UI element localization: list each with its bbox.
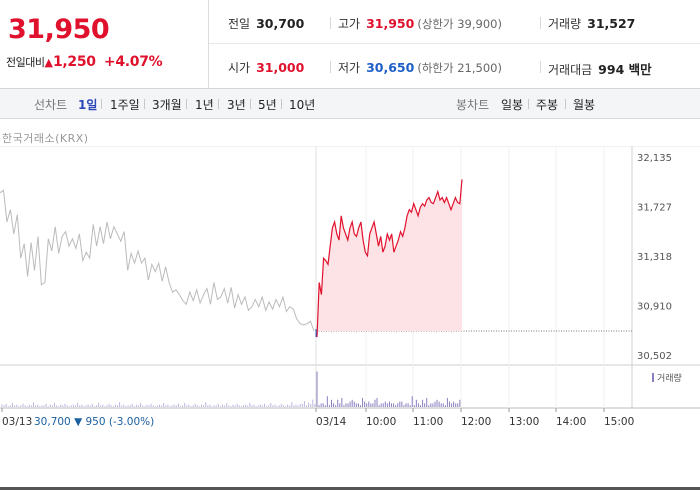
high-label: 고가: [338, 17, 361, 31]
period-10y[interactable]: 10년: [289, 98, 316, 112]
volume: 거래량 31,527: [548, 15, 635, 32]
prev-close-value: 30,700: [256, 16, 305, 31]
header-divider: [208, 0, 209, 88]
lower-limit: (하한가 21,500): [417, 61, 502, 75]
x-tick-label: 15:00: [604, 416, 634, 428]
low-label: 저가: [338, 61, 361, 75]
candle-monthly[interactable]: 월봉: [573, 98, 596, 112]
intraday-chart: 거래량 32,135 31,727 31,318 30,910 30,502 03/13 0…: [0, 146, 700, 428]
period-3y[interactable]: 3년: [227, 98, 246, 112]
change-value: 1,250: [52, 54, 96, 70]
y-tick-label: 30,910: [637, 302, 672, 313]
trade-value: 거래대금 994 백만: [548, 59, 652, 78]
current-price: 31,950: [8, 14, 110, 45]
volume-value: 31,527: [587, 16, 636, 31]
line-chart-label: 선차트: [34, 98, 68, 112]
exchange-label: 한국거래소(KRX): [2, 132, 89, 145]
x-tick-label: 11:00: [413, 416, 443, 428]
change-percent: +4.07%: [103, 54, 163, 70]
candle-weekly[interactable]: 주봉: [536, 98, 559, 112]
x-tick-label: 13:00: [509, 416, 539, 428]
chart-toolbar: 선차트 1일 1주일 3개월 1년 3년 5년 10년 봉차트 일봉 주봉 월봉: [0, 89, 700, 119]
open-value: 31,000: [256, 60, 305, 75]
day-low: 저가 30,650 (하한가 21,500): [338, 59, 502, 76]
volume-area: 거래량: [1, 371, 682, 407]
prev-day-line: [0, 189, 315, 332]
y-tick-label: 31,318: [637, 252, 672, 263]
x-tick-label: 12:00: [461, 416, 491, 428]
period-5y[interactable]: 5년: [258, 98, 277, 112]
x-tick-label: 03/13: [2, 416, 32, 428]
low-value: 30,650: [366, 60, 415, 75]
x-tick-label: 03/14: [316, 416, 347, 428]
x-tick-label: 10:00: [366, 416, 396, 428]
volume-legend-label: 거래량: [657, 372, 682, 384]
axis-labels: 32,135 31,727 31,318 30,910 30,502 03/13 03/14…: [1, 153, 672, 428]
change-info: 전일대비▲1,250 +4.07%: [6, 54, 163, 70]
up-arrow-icon: ▲: [44, 56, 53, 69]
today-line: [316, 179, 463, 338]
period-1w[interactable]: 1주일: [110, 98, 140, 112]
bottom-border: [0, 487, 700, 490]
open-price: 시가 31,000: [228, 59, 304, 76]
high-value: 31,950: [366, 16, 415, 31]
quote-header: [0, 0, 700, 89]
x-tick-label: 14:00: [556, 416, 586, 428]
open-label: 시가: [228, 61, 251, 75]
trade-value-label: 거래대금: [548, 63, 593, 77]
prev-close: 전일 30,700: [228, 15, 304, 32]
candle-daily[interactable]: 일봉: [501, 98, 524, 112]
prev-close-tooltip: 30,700 ▼ 950 (-3.00%): [34, 416, 154, 428]
period-1d[interactable]: 1일: [78, 98, 98, 112]
volume-label: 거래량: [548, 17, 582, 31]
y-tick-label: 30,502: [637, 351, 672, 362]
period-3m[interactable]: 3개월: [152, 98, 182, 112]
upper-limit: (상한가 39,900): [417, 17, 502, 31]
stats-row-divider: [209, 43, 700, 44]
period-1y[interactable]: 1년: [195, 98, 214, 112]
today-fill: [317, 179, 462, 338]
volume-legend-swatch: [652, 373, 654, 382]
y-tick-label: 32,135: [637, 153, 672, 164]
price-area: [0, 179, 632, 338]
change-label: 전일대비: [6, 56, 45, 69]
day-high: 고가 31,950 (상한가 39,900): [338, 15, 502, 32]
y-tick-label: 31,727: [637, 203, 672, 214]
candle-chart-label: 봉차트: [456, 98, 490, 112]
trade-value-amount: 994 백만: [598, 62, 652, 77]
prev-close-label: 전일: [228, 17, 251, 31]
